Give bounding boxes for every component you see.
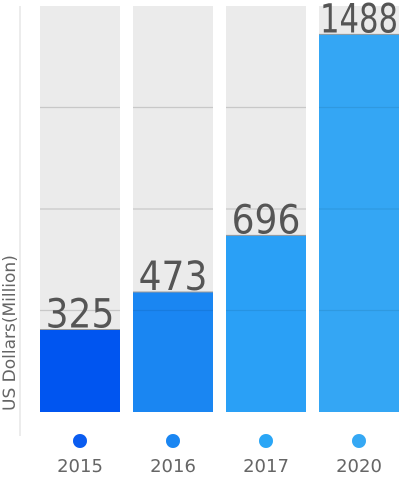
bar [40, 329, 120, 412]
data-label: 473 [139, 254, 208, 300]
data-label: 696 [232, 197, 301, 243]
bars [40, 34, 399, 413]
x-tick-label: 2020 [336, 456, 382, 477]
x-tick-label: 2016 [150, 456, 196, 477]
y-axis-label: US Dollars(Million) [0, 255, 20, 411]
value-labels: 325 473 696 1488 [46, 0, 398, 338]
timeline-dot [259, 434, 273, 448]
bar [133, 291, 213, 412]
data-label: 1488 [320, 0, 398, 42]
timeline [73, 434, 366, 448]
bar [226, 235, 306, 412]
x-tick-label: 2015 [57, 456, 103, 477]
x-tick-label: 2017 [243, 456, 289, 477]
gridlines [40, 33, 399, 331]
year-labels: 2015 2016 2017 2020 [57, 456, 382, 477]
timeline-dot [166, 434, 180, 448]
timeline-dot [352, 434, 366, 448]
data-label: 325 [46, 292, 115, 338]
timeline-dot [73, 434, 87, 448]
bar [319, 34, 399, 413]
